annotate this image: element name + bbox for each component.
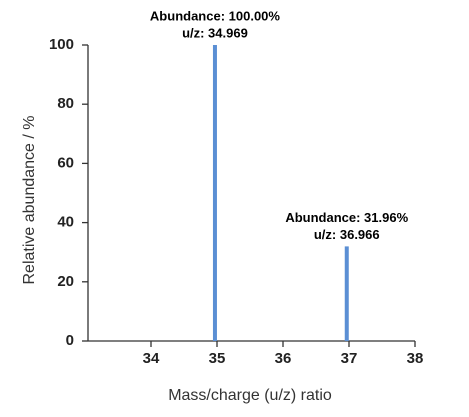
x-tick-label: 36	[275, 350, 292, 367]
peak	[344, 246, 349, 341]
peak-abundance-label: Abundance: 31.96%	[285, 210, 408, 225]
peak	[212, 45, 217, 341]
y-tick-label: 20	[57, 273, 74, 290]
peak-abundance-label: Abundance: 100.00%	[150, 8, 280, 23]
y-tick-label: 60	[57, 154, 74, 171]
y-tick-label: 0	[66, 332, 74, 349]
y-tick-label: 40	[57, 214, 74, 231]
y-tick-label: 80	[57, 95, 74, 112]
peak-mass-label: u/z: 34.969	[182, 25, 248, 40]
x-tick-label: 38	[407, 350, 424, 367]
peak-mass-label: u/z: 36.966	[314, 227, 380, 242]
y-tick-label: 100	[49, 36, 74, 53]
x-tick-label: 37	[341, 350, 358, 367]
y-axis-label: Relative abundance / %	[21, 116, 38, 285]
x-tick-label: 35	[209, 350, 226, 367]
x-axis-label: Mass/charge (u/z) ratio	[168, 387, 332, 404]
x-tick-label: 34	[143, 350, 160, 367]
